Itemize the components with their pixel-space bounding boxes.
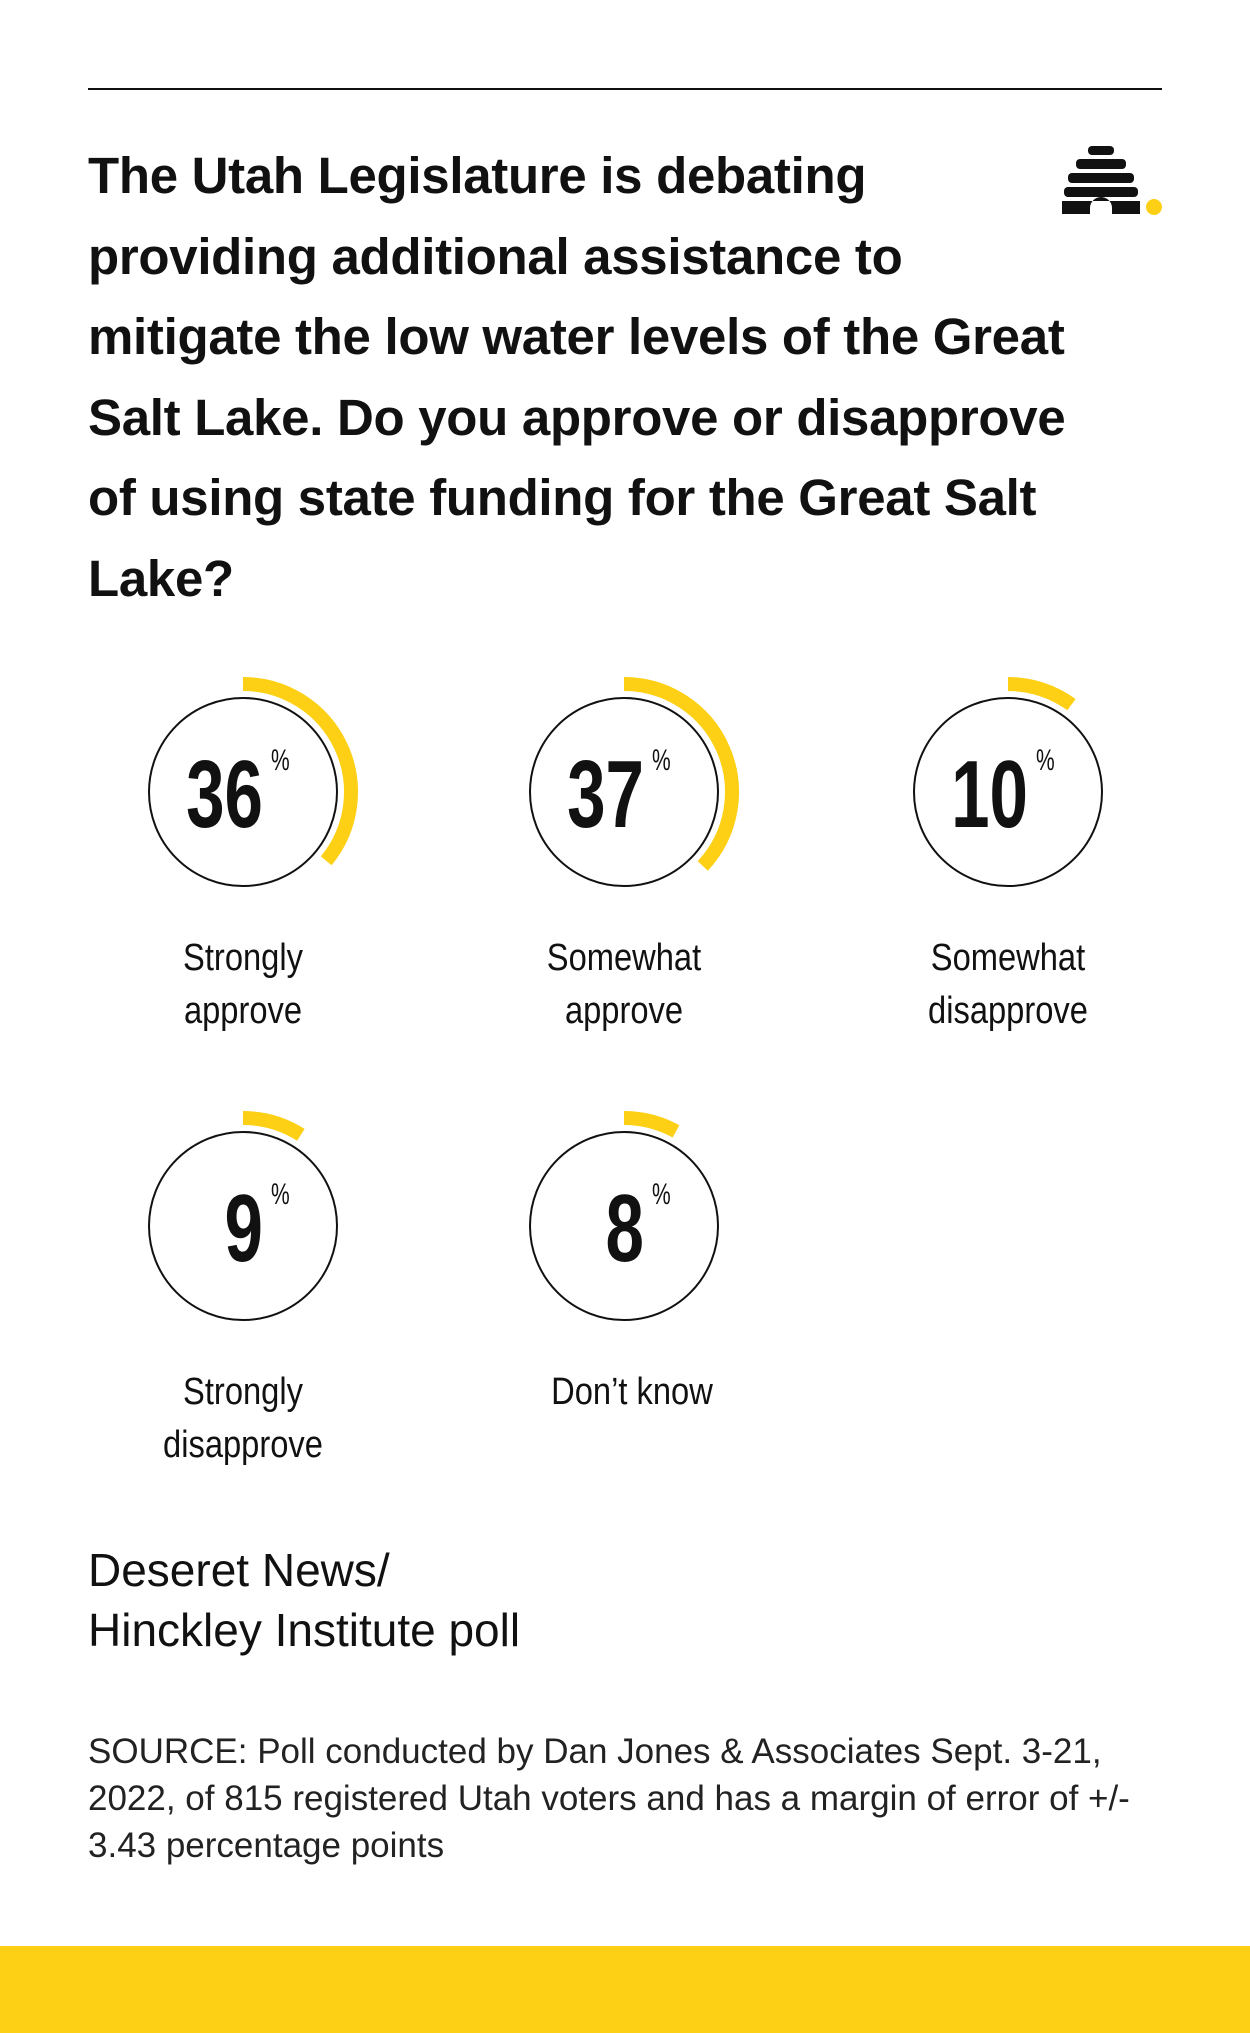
category-label: Somewhat disapprove [928, 937, 1088, 1032]
unit-label: % [652, 745, 671, 777]
gauge-ring [148, 1131, 338, 1321]
gauge-arc [623, 1111, 680, 1138]
value-label: 37 [567, 740, 644, 848]
value-label: 8 [606, 1174, 644, 1282]
category-label: Strongly disapprove [163, 1371, 323, 1466]
value-label: 9 [225, 1174, 263, 1282]
category-label: Strongly approve [183, 937, 303, 1032]
unit-label: % [271, 745, 290, 777]
category-label: Somewhat approve [546, 937, 702, 1032]
credit-line: Deseret News/ [88, 1544, 390, 1596]
credit: Deseret News/ Hinckley Institute poll [88, 1540, 520, 1660]
gauge-ring [913, 697, 1103, 887]
chart: 36% 37% 10 %9% 8% [148, 677, 1103, 1321]
top-rule [88, 88, 1162, 90]
unit-label: % [652, 1179, 671, 1211]
gauge-arc [1007, 677, 1076, 711]
unit-label: % [271, 1179, 290, 1211]
gauge-ring [148, 697, 338, 887]
logo [1062, 146, 1162, 215]
gauge-ring [529, 697, 719, 887]
gauge-arc [623, 677, 739, 871]
source-note: SOURCE: Poll conducted by Dan Jones & As… [88, 1732, 1130, 1865]
value-label: 36 [186, 740, 263, 848]
value-label: 10 [951, 740, 1028, 848]
credit-line: Hinckley Institute poll [88, 1604, 521, 1656]
category-label: Don’t know [551, 1371, 713, 1413]
gauge-arc [242, 1111, 305, 1141]
gauge-ring [529, 1131, 719, 1321]
unit-label: % [1036, 745, 1055, 777]
gauge-arc [242, 677, 358, 866]
footer-band [0, 1946, 1250, 2033]
chart-title: The Utah Legislature is debating providi… [88, 147, 1066, 607]
